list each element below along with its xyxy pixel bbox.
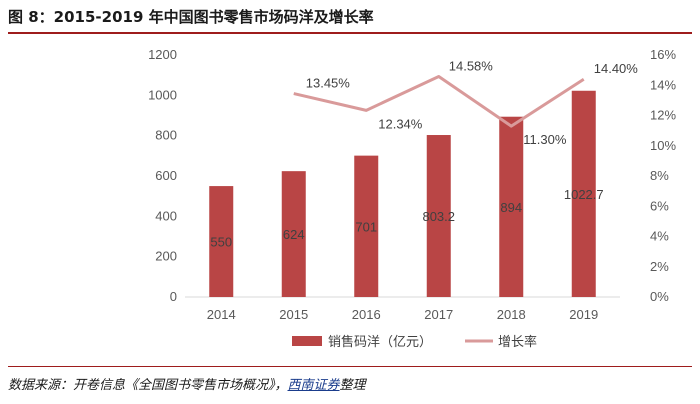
growth-value-label: 11.30%: [523, 132, 567, 147]
x-tick-label: 2018: [497, 307, 526, 322]
y-right-tick-label: 10%: [650, 138, 676, 153]
source-brand[interactable]: 西南证券: [287, 378, 340, 393]
source-note: 数据来源：开卷信息《全国图书零售市场概况》，西南证券整理: [8, 374, 366, 393]
y-right-tick-label: 8%: [650, 168, 669, 183]
x-tick-label: 2016: [352, 307, 381, 322]
bar-value-label: 701: [355, 219, 377, 234]
y-left-tick-label: 200: [155, 249, 177, 264]
y-right-tick-label: 12%: [650, 108, 676, 123]
x-tick-label: 2014: [207, 307, 236, 322]
y-left-tick-label: 400: [155, 208, 177, 223]
bar-2018: [499, 116, 524, 298]
bar-value-label: 550: [210, 235, 232, 250]
source-prefix: 数据来源：开卷信息《全国图书零售市场概况》，: [8, 378, 288, 393]
bar-value-label: 894: [500, 200, 522, 215]
y-left-tick-label: 600: [155, 168, 177, 183]
bar-2015: [281, 171, 306, 297]
x-tick-label: 2019: [569, 307, 598, 322]
source-suffix: 整理: [339, 378, 366, 393]
growth-value-label: 12.34%: [378, 116, 423, 131]
x-tick-label: 2015: [279, 307, 308, 322]
y-left-tick-label: 800: [155, 128, 177, 143]
y-left-tick-label: 0: [170, 289, 177, 304]
legend-bar-label: 销售码洋（亿元）: [328, 334, 432, 349]
growth-rate-line: [293, 74, 585, 128]
legend-line-label: 增长率: [498, 334, 537, 349]
bar-2017: [426, 135, 451, 297]
bar-value-label: 803.2: [422, 209, 455, 224]
y-left-tick-label: 1200: [148, 47, 177, 62]
y-right-tick-label: 2%: [650, 259, 669, 274]
x-tick-label: 2017: [424, 307, 453, 322]
growth-value-label: 14.58%: [449, 58, 494, 73]
bar-2016: [354, 155, 379, 297]
y-left-tick-label: 1000: [148, 87, 177, 102]
figure-title: 图 8：2015-2019 年中国图书零售市场码洋及增长率: [8, 8, 374, 26]
legend-bar-swatch: [292, 336, 322, 346]
source-rule: [8, 366, 692, 367]
bar-value-label: 624: [283, 227, 305, 242]
growth-value-label: 13.45%: [306, 76, 351, 91]
y-right-tick-label: 4%: [650, 229, 669, 244]
y-right-tick-label: 14%: [650, 77, 676, 92]
title-rule: [8, 32, 692, 34]
bar-2019: [571, 90, 596, 298]
y-right-tick-label: 16%: [650, 47, 676, 62]
y-right-tick-label: 6%: [650, 198, 669, 213]
bar-value-label: 1022.7: [564, 187, 604, 202]
bar-2014: [209, 186, 234, 297]
y-right-tick-label: 0%: [650, 289, 669, 304]
bar-line-chart: 0 200 400 600 800 1000 1200 0% 2% 4% 6% 8% 10% 12% 14%…: [148, 47, 676, 349]
growth-value-label: 14.40%: [594, 61, 639, 76]
